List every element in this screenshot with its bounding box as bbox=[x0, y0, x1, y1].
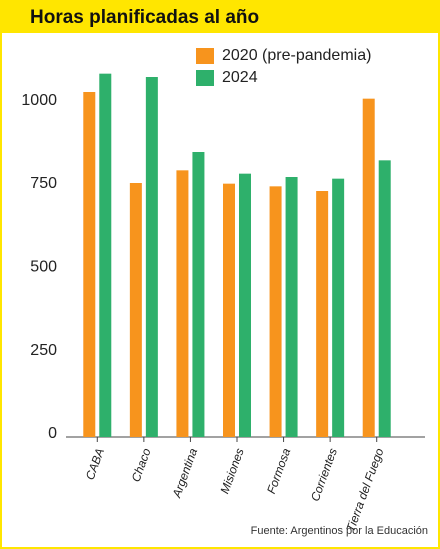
bar bbox=[223, 183, 235, 437]
x-tick-label: Argentina bbox=[169, 446, 200, 500]
y-tick-label: 750 bbox=[30, 175, 57, 192]
y-tick-label: 1000 bbox=[21, 92, 57, 109]
legend-swatch bbox=[196, 70, 214, 86]
x-tick-label: Misiones bbox=[217, 446, 246, 495]
legend-label: 2024 bbox=[222, 69, 258, 86]
x-tick-label: Formosa bbox=[264, 446, 293, 496]
y-tick-label: 0 bbox=[48, 425, 57, 442]
bar bbox=[316, 191, 329, 437]
bar bbox=[176, 170, 189, 438]
bar bbox=[239, 173, 251, 437]
bar bbox=[285, 177, 298, 437]
bar bbox=[269, 186, 282, 437]
bar bbox=[145, 77, 158, 437]
x-tick-label: Corrientes bbox=[308, 446, 340, 503]
bar bbox=[332, 178, 345, 437]
source: Fuente: Argentinos por la Educación bbox=[251, 525, 428, 537]
y-tick-label: 500 bbox=[30, 259, 57, 276]
legend-label: 2020 (pre-pandemia) bbox=[222, 47, 371, 64]
bar bbox=[362, 98, 375, 438]
y-tick-label: 250 bbox=[30, 342, 57, 359]
title-bar bbox=[0, 0, 440, 33]
bar bbox=[129, 183, 142, 437]
x-tick-label: Tierra del Fuego bbox=[343, 446, 386, 534]
bar bbox=[192, 152, 205, 437]
x-tick-label: CABA bbox=[83, 446, 107, 482]
legend-swatch bbox=[196, 48, 214, 64]
bar bbox=[83, 92, 96, 437]
bar bbox=[378, 160, 391, 438]
x-tick-label: Chaco bbox=[129, 446, 154, 484]
bar bbox=[99, 73, 112, 438]
chart-title: Horas planificadas al año bbox=[30, 7, 259, 28]
